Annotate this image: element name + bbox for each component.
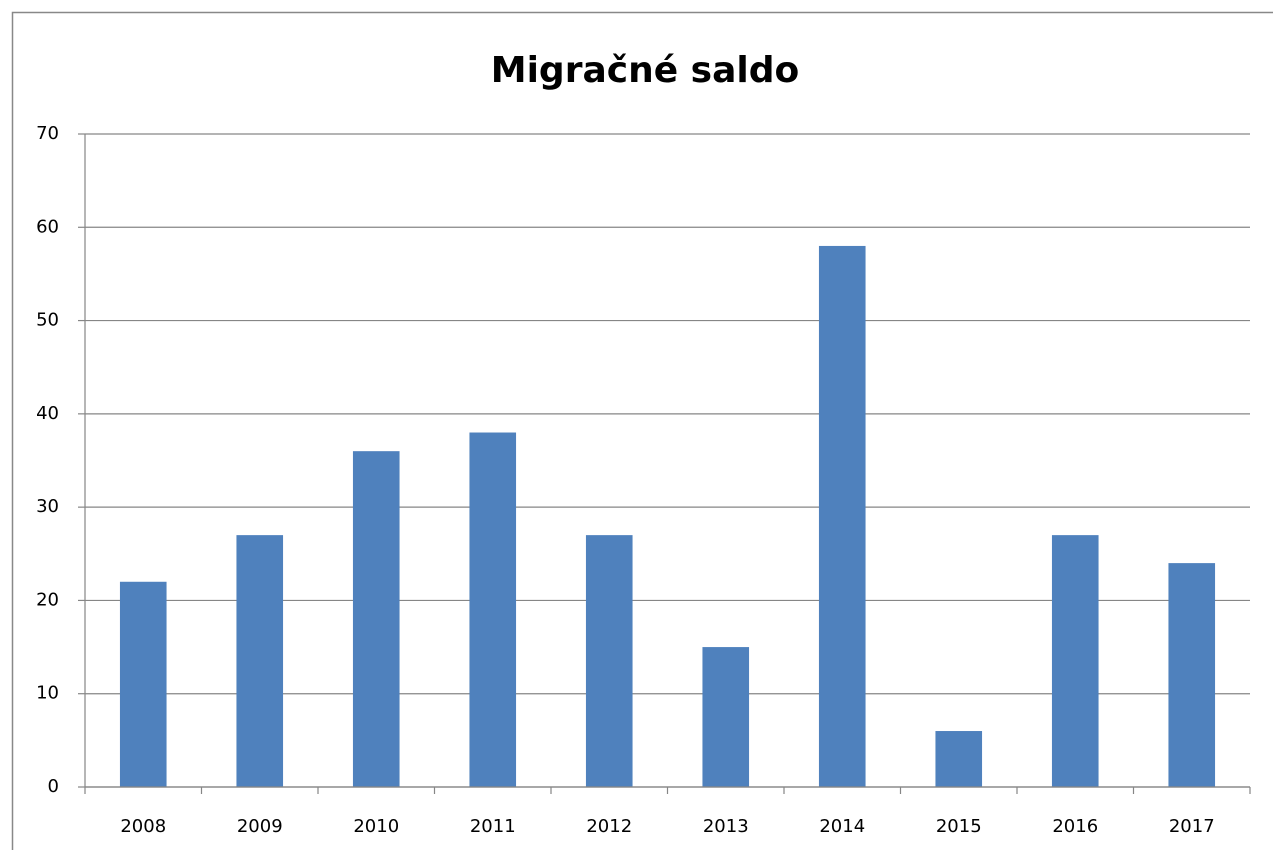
y-tick-label: 50 bbox=[36, 310, 59, 331]
x-tick-label: 2016 bbox=[1052, 816, 1098, 837]
bar bbox=[935, 731, 983, 787]
bar bbox=[469, 432, 517, 787]
x-tick-label: 2011 bbox=[470, 816, 516, 837]
x-tick-label: 2014 bbox=[819, 816, 865, 837]
x-tick-label: 2012 bbox=[586, 816, 632, 837]
bar bbox=[236, 535, 284, 787]
y-tick-label: 30 bbox=[36, 496, 59, 517]
x-tick-label: 2017 bbox=[1169, 816, 1215, 837]
x-tick-label: 2009 bbox=[237, 816, 283, 837]
bar bbox=[818, 245, 866, 787]
bar bbox=[352, 451, 400, 787]
bar bbox=[585, 535, 633, 787]
y-tick-label: 0 bbox=[48, 776, 59, 797]
x-tick-label: 2008 bbox=[120, 816, 166, 837]
bar bbox=[1168, 563, 1216, 787]
bar bbox=[702, 647, 750, 787]
bar bbox=[119, 581, 167, 787]
y-tick-label: 10 bbox=[36, 683, 59, 704]
x-tick-label: 2010 bbox=[353, 816, 399, 837]
bar bbox=[1051, 535, 1099, 787]
y-tick-label: 20 bbox=[36, 589, 59, 610]
chart-title: Migračné saldo bbox=[491, 50, 799, 91]
x-tick-label: 2015 bbox=[936, 816, 982, 837]
x-tick-label: 2013 bbox=[703, 816, 749, 837]
y-tick-label: 70 bbox=[36, 123, 59, 144]
y-tick-label: 40 bbox=[36, 403, 59, 424]
y-tick-label: 60 bbox=[36, 216, 59, 237]
